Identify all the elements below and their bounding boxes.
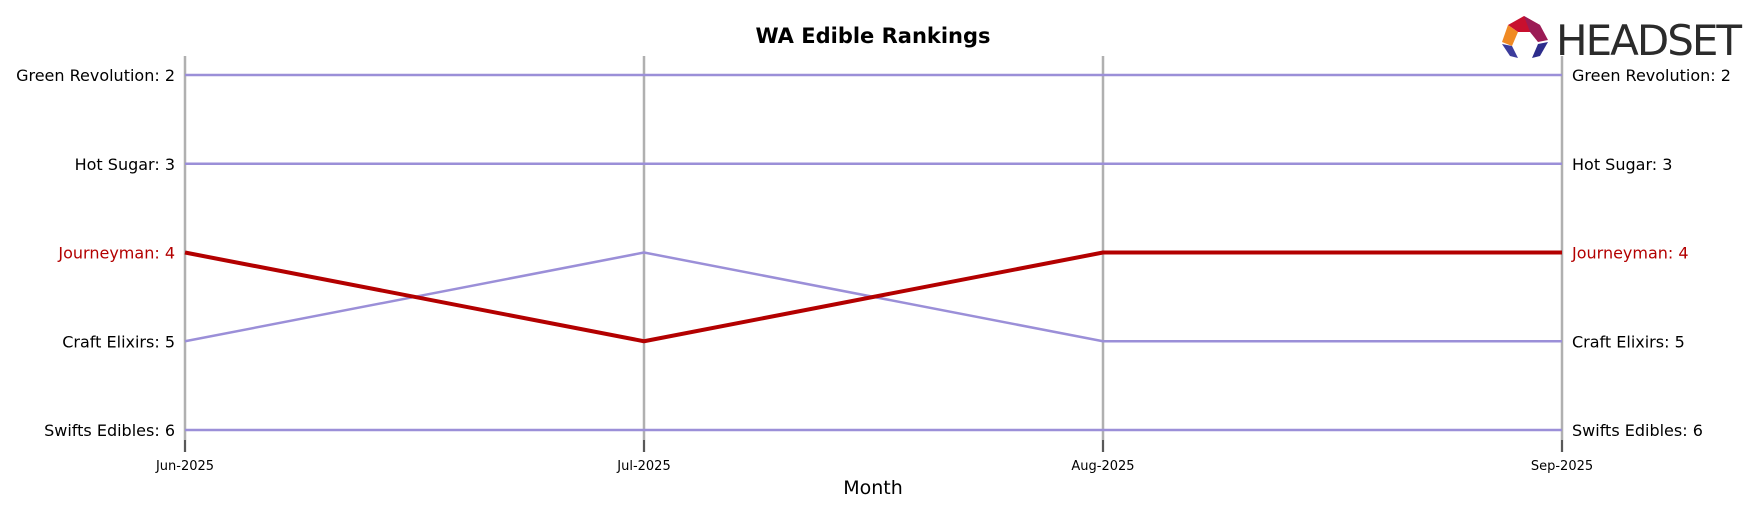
x-tick-label: Jun-2025 (155, 459, 214, 474)
left-rank-label: Swifts Edibles: 6 (44, 421, 175, 440)
right-rank-label: Swifts Edibles: 6 (1572, 421, 1703, 440)
x-axis-label: Month (843, 477, 903, 499)
right-rank-label: Green Revolution: 2 (1572, 66, 1731, 85)
brand-name: HEADSET (1556, 16, 1742, 65)
x-tick-label: Sep-2025 (1531, 459, 1593, 474)
chart-title: WA Edible Rankings (755, 24, 990, 48)
left-rank-label: Green Revolution: 2 (16, 66, 175, 85)
x-tick-label: Jul-2025 (616, 459, 670, 474)
right-rank-label: Journeyman: 4 (1571, 244, 1689, 263)
right-rank-label: Hot Sugar: 3 (1572, 155, 1672, 174)
series-lines (184, 73, 1562, 432)
left-rank-label: Craft Elixirs: 5 (62, 332, 175, 351)
series-line-journeyman (184, 250, 1562, 344)
x-tick-label: Aug-2025 (1071, 459, 1134, 474)
headset-logo-icon (1502, 16, 1548, 58)
x-axis-ticks: Jun-2025 Jul-2025 Aug-2025 Sep-2025 (155, 440, 1593, 474)
right-rank-label: Craft Elixirs: 5 (1572, 332, 1685, 351)
left-rank-label: Hot Sugar: 3 (75, 155, 175, 174)
left-rank-label: Journeyman: 4 (57, 244, 175, 263)
headset-logo: HEADSET (1502, 16, 1744, 65)
rank-labels: Green Revolution: 2 Green Revolution: 2 Ho… (16, 66, 1731, 440)
